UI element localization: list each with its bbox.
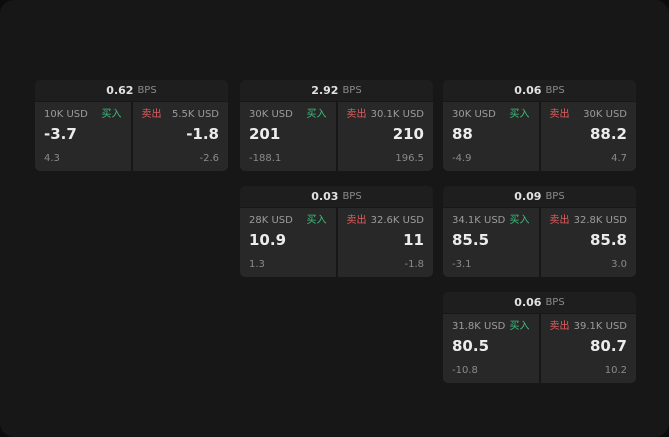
buy-sub-value: -10.8 (452, 365, 478, 376)
sell-panel[interactable]: 卖出 39.1K USD 80.7 10.2 (540, 314, 636, 383)
sell-sub-value: 4.7 (611, 153, 627, 164)
buy-price: 201 (249, 125, 281, 143)
sell-label: 卖出 (549, 109, 570, 120)
sell-label: 卖出 (346, 215, 367, 226)
sell-amount: 30.1K USD (370, 109, 424, 120)
spread-unit: BPS (545, 297, 565, 308)
buy-panel[interactable]: 30K USD 买入 88 -4.9 (443, 102, 539, 171)
sell-price: 11 (403, 231, 424, 249)
spread-unit: BPS (342, 191, 362, 202)
sell-price: 85.8 (589, 231, 627, 249)
sell-label: 卖出 (346, 109, 367, 120)
sell-panel[interactable]: 卖出 32.6K USD 11 -1.8 (337, 208, 433, 277)
quote-card: 0.06 BPS 30K USD 买入 88 -4.9 卖出 30K USD 8… (443, 80, 636, 171)
sell-label: 卖出 (549, 215, 570, 226)
quote-card: 0.62 BPS 10K USD 买入 -3.7 4.3 卖出 5.5K USD… (35, 80, 228, 171)
spread-value: 2.92 (311, 84, 339, 97)
buy-sub-value: -3.1 (452, 259, 472, 270)
quote-card: 0.03 BPS 28K USD 买入 10.9 1.3 卖出 32.6K US… (240, 186, 433, 277)
sell-amount: 39.1K USD (573, 321, 627, 332)
buy-panel[interactable]: 34.1K USD 买入 85.5 -3.1 (443, 208, 539, 277)
spread-header: 2.92 BPS (240, 80, 433, 101)
buy-panel[interactable]: 28K USD 买入 10.9 1.3 (240, 208, 336, 277)
sell-sub-value: -2.6 (199, 153, 219, 164)
sell-label: 卖出 (549, 321, 570, 332)
buy-sub-value: 4.3 (44, 153, 60, 164)
spread-header: 0.06 BPS (443, 80, 636, 101)
buy-panel[interactable]: 30K USD 买入 201 -188.1 (240, 102, 336, 171)
buy-amount: 30K USD (249, 109, 293, 120)
buy-panel[interactable]: 10K USD 买入 -3.7 4.3 (35, 102, 131, 171)
sell-amount: 32.8K USD (573, 215, 627, 226)
spread-value: 0.62 (106, 84, 134, 97)
spread-unit: BPS (545, 191, 565, 202)
buy-amount: 34.1K USD (452, 215, 506, 226)
sell-amount: 5.5K USD (171, 109, 219, 120)
spread-value: 0.03 (311, 190, 339, 203)
buy-sub-value: 1.3 (249, 259, 265, 270)
buy-price: -3.7 (44, 125, 77, 143)
sell-panel[interactable]: 卖出 30.1K USD 210 196.5 (337, 102, 433, 171)
sell-price: -1.8 (186, 125, 219, 143)
quote-card: 0.09 BPS 34.1K USD 买入 85.5 -3.1 卖出 32.8K… (443, 186, 636, 277)
buy-amount: 31.8K USD (452, 321, 506, 332)
buy-panel[interactable]: 31.8K USD 买入 80.5 -10.8 (443, 314, 539, 383)
buy-amount: 28K USD (249, 215, 293, 226)
buy-price: 88 (452, 125, 473, 143)
quote-card: 0.06 BPS 31.8K USD 买入 80.5 -10.8 卖出 39.1… (443, 292, 636, 383)
spread-header: 0.03 BPS (240, 186, 433, 207)
buy-sub-value: -188.1 (249, 153, 282, 164)
buy-price: 85.5 (452, 231, 490, 249)
buy-price: 10.9 (249, 231, 287, 249)
spread-unit: BPS (545, 85, 565, 96)
spread-value: 0.06 (514, 84, 542, 97)
buy-label: 买入 (509, 215, 530, 226)
spread-header: 0.06 BPS (443, 292, 636, 313)
sell-amount: 30K USD (583, 109, 627, 120)
spread-unit: BPS (342, 85, 362, 96)
quote-card: 2.92 BPS 30K USD 买入 201 -188.1 卖出 30.1K … (240, 80, 433, 171)
sell-sub-value: 196.5 (395, 153, 424, 164)
buy-label: 买入 (306, 215, 327, 226)
buy-price: 80.5 (452, 337, 490, 355)
buy-sub-value: -4.9 (452, 153, 472, 164)
spread-value: 0.06 (514, 296, 542, 309)
spread-header: 0.62 BPS (35, 80, 228, 101)
spread-unit: BPS (137, 85, 157, 96)
sell-price: 80.7 (589, 337, 627, 355)
sell-panel[interactable]: 卖出 5.5K USD -1.8 -2.6 (132, 102, 228, 171)
sell-sub-value: 3.0 (611, 259, 627, 270)
buy-label: 买入 (509, 321, 530, 332)
buy-label: 买入 (101, 109, 122, 120)
buy-amount: 30K USD (452, 109, 496, 120)
buy-amount: 10K USD (44, 109, 88, 120)
sell-sub-value: 10.2 (604, 365, 627, 376)
sell-sub-value: -1.8 (404, 259, 424, 270)
spread-header: 0.09 BPS (443, 186, 636, 207)
buy-label: 买入 (509, 109, 530, 120)
sell-price: 88.2 (589, 125, 627, 143)
sell-label: 卖出 (141, 109, 162, 120)
sell-panel[interactable]: 卖出 32.8K USD 85.8 3.0 (540, 208, 636, 277)
sell-amount: 32.6K USD (370, 215, 424, 226)
sell-panel[interactable]: 卖出 30K USD 88.2 4.7 (540, 102, 636, 171)
sell-price: 210 (392, 125, 424, 143)
buy-label: 买入 (306, 109, 327, 120)
spread-value: 0.09 (514, 190, 542, 203)
